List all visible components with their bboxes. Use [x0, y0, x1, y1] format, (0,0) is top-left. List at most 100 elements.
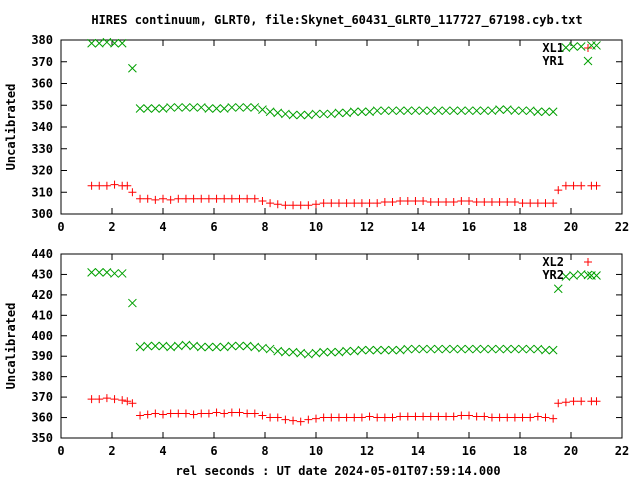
- data-point-plus: [577, 397, 586, 406]
- data-point-cross: [265, 107, 275, 117]
- data-point-plus: [220, 194, 229, 203]
- series-YR1: [87, 37, 601, 120]
- data-point-cross: [569, 42, 578, 51]
- data-point-plus: [457, 411, 466, 420]
- y-tick-label: 330: [31, 142, 53, 156]
- data-point-cross: [456, 106, 466, 116]
- data-point-cross: [334, 347, 344, 357]
- data-point-plus: [327, 413, 336, 422]
- data-point-cross: [143, 104, 153, 113]
- legend-marker: [584, 44, 592, 52]
- data-point-plus: [87, 395, 96, 404]
- data-point-cross: [117, 269, 127, 278]
- data-point-plus: [189, 194, 198, 203]
- data-point-cross: [189, 103, 198, 112]
- data-point-plus: [472, 198, 481, 207]
- data-point-plus: [569, 397, 578, 406]
- data-point-cross: [365, 345, 374, 355]
- data-point-plus: [503, 198, 512, 207]
- y-tick-label: 300: [31, 207, 53, 221]
- data-point-cross: [449, 106, 459, 116]
- data-point-plus: [319, 199, 328, 208]
- y-axis-label: Uncalibrated: [4, 84, 18, 171]
- data-point-plus: [380, 198, 389, 207]
- data-point-cross: [464, 106, 474, 116]
- data-point-cross: [311, 109, 321, 119]
- data-point-cross: [426, 106, 436, 116]
- data-point-cross: [196, 342, 206, 352]
- data-point-cross: [250, 342, 260, 352]
- data-point-cross: [319, 109, 329, 119]
- data-point-cross: [219, 104, 229, 113]
- data-point-cross: [258, 105, 267, 114]
- data-point-plus: [95, 181, 104, 190]
- data-point-plus: [411, 196, 420, 205]
- data-point-cross: [357, 107, 367, 117]
- data-point-cross: [372, 345, 382, 355]
- data-point-plus: [373, 199, 382, 208]
- data-point-cross: [518, 106, 527, 116]
- data-point-plus: [388, 413, 397, 422]
- y-tick-label: 320: [31, 164, 53, 178]
- data-point-plus: [289, 416, 298, 425]
- data-point-cross: [403, 106, 413, 116]
- data-point-cross: [87, 268, 96, 277]
- data-point-cross: [487, 106, 497, 116]
- y-tick-label: 310: [31, 185, 53, 199]
- data-point-cross: [242, 341, 252, 351]
- data-point-plus: [533, 199, 542, 208]
- data-point-plus: [426, 198, 435, 207]
- data-point-cross: [273, 108, 283, 118]
- data-point-cross: [204, 342, 214, 352]
- data-point-cross: [288, 347, 298, 357]
- series-YR2: [87, 268, 601, 359]
- data-point-plus: [159, 410, 167, 419]
- data-point-cross: [541, 345, 550, 355]
- data-point-plus: [541, 413, 550, 422]
- data-point-cross: [173, 341, 183, 351]
- data-point-plus: [87, 181, 96, 190]
- data-point-cross: [456, 344, 466, 354]
- data-point-plus: [592, 397, 601, 406]
- data-point-cross: [102, 37, 112, 47]
- data-point-cross: [548, 345, 558, 355]
- data-point-plus: [510, 413, 519, 422]
- data-point-plus: [136, 411, 145, 420]
- data-point-plus: [487, 198, 496, 207]
- data-point-plus: [312, 414, 320, 423]
- data-point-cross: [472, 106, 482, 116]
- data-point-plus: [151, 409, 160, 418]
- data-point-plus: [487, 413, 496, 422]
- series-XL1: [87, 180, 601, 210]
- data-point-cross: [533, 107, 543, 117]
- x-tick-label: 0: [57, 220, 64, 234]
- data-point-plus: [434, 198, 443, 207]
- y-tick-label: 350: [31, 98, 53, 112]
- data-point-plus: [592, 181, 601, 190]
- data-point-cross: [365, 107, 374, 117]
- data-point-plus: [235, 408, 244, 417]
- x-tick-label: 12: [360, 220, 374, 234]
- legend-label: YR2: [542, 268, 564, 282]
- data-point-plus: [181, 194, 190, 203]
- data-point-plus: [327, 199, 336, 208]
- data-point-cross: [518, 344, 527, 354]
- x-tick-label: 14: [411, 444, 425, 458]
- data-point-cross: [592, 41, 601, 50]
- data-point-cross: [87, 38, 96, 48]
- data-point-cross: [173, 103, 183, 112]
- y-tick-label: 340: [31, 120, 53, 134]
- data-point-plus: [296, 201, 305, 210]
- data-point-plus: [380, 413, 389, 422]
- data-point-cross: [128, 298, 137, 308]
- data-point-cross: [235, 341, 244, 351]
- data-point-cross: [395, 106, 405, 116]
- data-point-cross: [204, 104, 214, 113]
- plot-frame: [60, 253, 623, 439]
- data-point-plus: [426, 412, 435, 421]
- x-tick-label: 8: [261, 220, 268, 234]
- data-point-plus: [220, 409, 229, 418]
- data-point-cross: [212, 104, 221, 113]
- data-point-cross: [94, 38, 104, 48]
- y-axis-label: Uncalibrated: [4, 303, 18, 390]
